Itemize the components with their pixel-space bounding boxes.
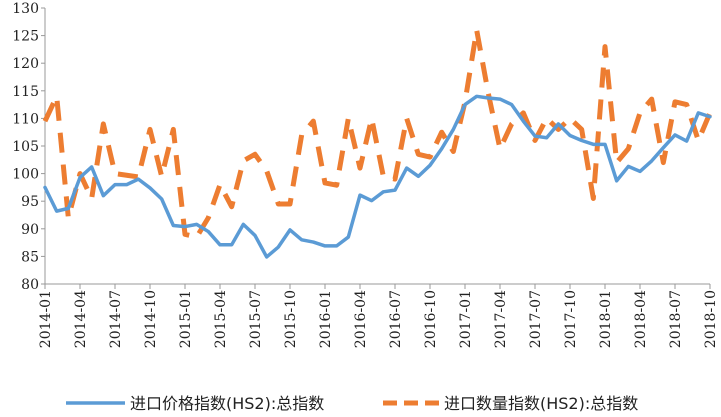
y-tick-label: 95 (21, 194, 39, 210)
x-tick-label: 2018-07 (668, 290, 684, 348)
y-tick-label: 90 (21, 222, 39, 238)
series-layer (42, 27, 713, 259)
y-tick-label: 125 (12, 29, 39, 45)
chart-axes: 80 85 90 95 100 105 110 115 120 125 130 2014-01 2014… (12, 1, 719, 348)
x-tick-label: 2018-04 (633, 290, 649, 348)
legend-label-price: 进口价格指数(HS2):总指数 (130, 394, 324, 413)
x-tick-label: 2015-04 (213, 290, 229, 348)
x-tick-label: 2014-04 (73, 290, 89, 348)
x-tick-label: 2017-04 (493, 290, 509, 348)
y-tick-label: 100 (12, 167, 39, 183)
y-tick-label: 80 (21, 277, 39, 293)
x-tick-label: 2015-01 (178, 290, 194, 348)
x-tick-label: 2018-10 (703, 290, 719, 348)
chart-legend: 进口价格指数(HS2):总指数 进口数量指数(HS2):总指数 (66, 394, 638, 413)
x-tick-label: 2014-10 (143, 290, 159, 348)
x-tick-label: 2017-01 (458, 290, 474, 348)
y-tick-label: 115 (12, 84, 39, 100)
y-tick-label: 110 (12, 111, 39, 127)
x-tick-label: 2015-10 (283, 290, 299, 348)
y-tick-label: 130 (12, 1, 39, 17)
x-tick-label: 2017-10 (563, 290, 579, 348)
y-tick-label: 85 (21, 249, 39, 265)
legend-label-quantity: 进口数量指数(HS2):总指数 (444, 394, 638, 413)
x-tick-label: 2016-04 (353, 290, 369, 348)
x-tick-label: 2014-07 (108, 290, 124, 348)
y-tick-label: 120 (12, 56, 39, 72)
x-tick-label: 2018-01 (598, 290, 614, 348)
series-line-quantity-index (42, 27, 713, 240)
x-tick-label: 2016-07 (388, 290, 404, 348)
x-tick-label: 2016-10 (423, 290, 439, 348)
y-tick-label: 105 (12, 139, 39, 155)
series-line-price-index (43, 94, 712, 259)
x-tick-label: 2017-07 (528, 290, 544, 348)
x-tick-label: 2015-07 (248, 290, 264, 348)
x-tick-label: 2016-01 (318, 290, 334, 348)
x-tick-label: 2014-01 (38, 290, 54, 348)
